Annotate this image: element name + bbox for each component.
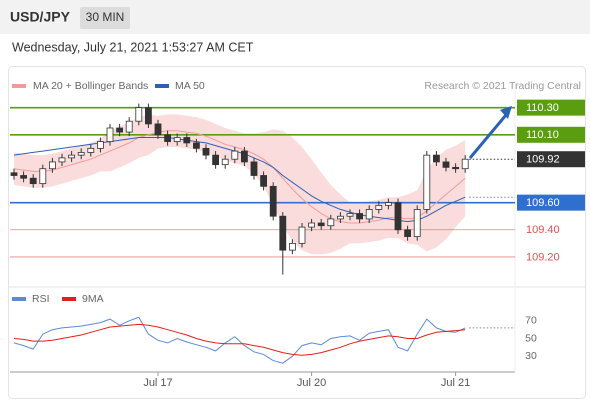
candle-body — [442, 161, 450, 168]
candle-body — [413, 209, 421, 237]
level-label: 109.40 — [526, 224, 560, 236]
bollinger-band — [14, 114, 466, 255]
legend-label: RSI — [32, 293, 50, 305]
candle-body — [250, 161, 258, 176]
candle-body — [461, 158, 469, 170]
candle-body — [279, 215, 287, 251]
forecast-arrow — [468, 114, 508, 159]
symbol: USD/JPY — [10, 9, 71, 25]
x-tick-label: Jul 17 — [143, 377, 172, 389]
y-tick-label: 30 — [525, 350, 537, 362]
legend-swatch — [12, 84, 26, 88]
candle-body — [269, 185, 277, 217]
candle-body — [125, 120, 133, 133]
ma-line — [13, 130, 466, 224]
candle-body — [288, 242, 296, 251]
candle-body — [68, 154, 75, 159]
interval[interactable]: 30 MIN — [86, 10, 125, 24]
candle-body — [183, 137, 191, 144]
candle-body — [346, 213, 354, 217]
candle-body — [375, 204, 383, 210]
y-tick-label: 70 — [525, 315, 537, 327]
candle-body — [106, 127, 114, 142]
candle-body — [231, 150, 239, 160]
legend-swatch — [62, 297, 76, 301]
legend-label: MA 50 — [175, 80, 205, 92]
candle-body — [365, 209, 373, 220]
level-label: 110.30 — [526, 102, 559, 114]
credit: Research © 2021 Trading Central — [424, 80, 581, 92]
candle-body — [404, 229, 412, 237]
rsi-line — [13, 316, 466, 364]
legend-swatch — [12, 297, 26, 301]
candle-body — [29, 177, 37, 185]
candle-body — [384, 202, 392, 206]
candle-body — [49, 161, 56, 170]
candle-body — [144, 107, 152, 125]
candle-body — [39, 168, 47, 185]
candle-body — [317, 222, 325, 227]
level-label: 109.20 — [526, 251, 560, 263]
y-tick-label: 50 — [525, 332, 537, 344]
candle-body — [58, 157, 66, 163]
candle-body — [173, 137, 181, 142]
legend-swatch — [155, 84, 169, 88]
candle-body — [308, 222, 316, 228]
rsi-line — [13, 323, 466, 356]
level-box — [517, 151, 585, 168]
level-box — [517, 194, 585, 211]
candle-body — [77, 152, 85, 156]
candle-body — [192, 142, 200, 149]
candle-body — [336, 215, 344, 220]
candle-body — [212, 154, 220, 166]
interval-box[interactable] — [80, 7, 130, 29]
level-label: 110.10 — [526, 129, 559, 141]
candle-body — [432, 154, 440, 163]
level-label: 109.60 — [526, 197, 560, 209]
level-box — [517, 126, 585, 143]
candle-body — [394, 202, 402, 231]
candle-body — [452, 166, 460, 170]
candle-body — [260, 175, 268, 187]
candle-body — [240, 150, 248, 163]
candle-body — [87, 147, 95, 153]
chart-frame — [8, 66, 586, 399]
candle-body — [20, 175, 28, 179]
candle-body — [298, 226, 306, 244]
forecast-arrowhead — [500, 106, 512, 119]
timestamp: Wednesday, July 21, 2021 1:53:27 AM CET — [12, 40, 254, 54]
candle-body — [116, 127, 123, 133]
candle-body — [97, 141, 104, 149]
x-tick-label: Jul 21 — [441, 377, 470, 389]
candle-body — [10, 172, 18, 176]
ma-line — [13, 137, 466, 223]
level-box — [517, 99, 585, 116]
candle-body — [423, 154, 431, 210]
candle-body — [356, 213, 364, 220]
legend-label: MA 20 + Bollinger Bands — [33, 80, 148, 92]
candle-body — [164, 134, 172, 142]
candle-body — [154, 123, 162, 136]
candle-body — [221, 158, 229, 166]
level-label: 109.92 — [526, 154, 560, 166]
candle-body — [327, 218, 335, 227]
candle-body — [135, 107, 143, 122]
candle-body — [202, 147, 210, 156]
x-tick-label: Jul 20 — [297, 377, 326, 389]
legend-label: 9MA — [82, 293, 104, 305]
